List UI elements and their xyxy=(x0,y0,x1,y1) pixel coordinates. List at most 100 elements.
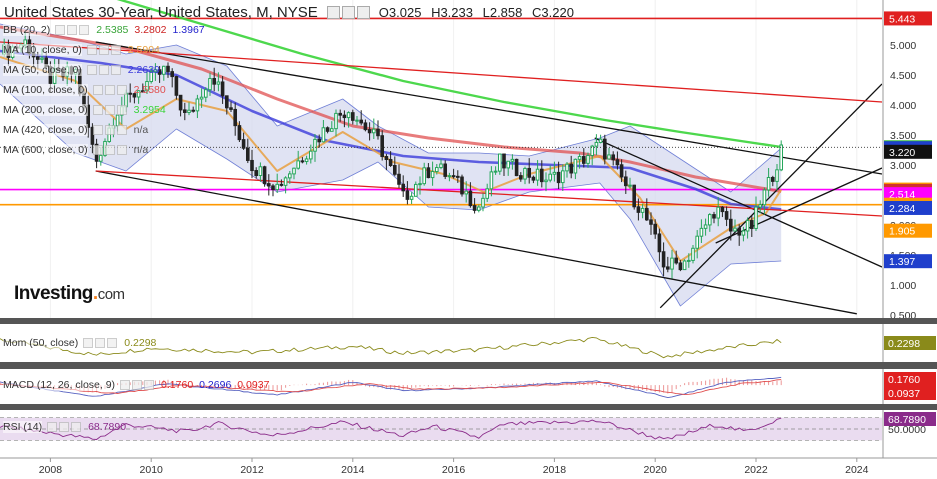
indicator-legend-row: MA (420, close, 0) n/a xyxy=(3,124,148,136)
candle xyxy=(586,152,590,168)
indicator-legend-buttons[interactable] xyxy=(54,24,90,36)
candle-body xyxy=(313,138,317,152)
candle xyxy=(279,179,284,187)
candle xyxy=(623,170,628,194)
price-label-bg xyxy=(884,200,932,215)
candle-body xyxy=(712,214,716,219)
price-label-bg xyxy=(884,223,932,238)
candle-body xyxy=(203,89,208,98)
title-settings-buttons[interactable] xyxy=(326,4,371,21)
candle-body xyxy=(497,153,502,172)
indicator-legend-buttons[interactable] xyxy=(86,44,122,56)
candle-body xyxy=(220,81,225,97)
price-label-5.443: 5.443 xyxy=(884,11,932,26)
x-tick-label: 2012 xyxy=(240,464,264,476)
candle xyxy=(229,101,233,113)
candle-body xyxy=(548,173,553,181)
indicator-legend-buttons[interactable] xyxy=(92,104,128,116)
candle-body xyxy=(254,170,259,177)
candle-body xyxy=(476,206,481,211)
candle xyxy=(657,228,662,262)
candle-body xyxy=(346,112,351,119)
candle xyxy=(636,198,641,221)
candle-body xyxy=(615,159,620,166)
rsi-value-label-bg xyxy=(884,412,936,426)
candle-body xyxy=(678,262,683,271)
x-tick-label: 2024 xyxy=(845,464,869,476)
candle xyxy=(661,242,666,277)
candle-body xyxy=(392,165,397,175)
macd-line xyxy=(0,376,782,398)
macd-signal-line xyxy=(0,379,782,396)
candle xyxy=(208,72,212,96)
y-tick-label: 4.000 xyxy=(890,100,916,112)
macd-legend-buttons[interactable] xyxy=(119,379,155,391)
candle xyxy=(770,175,775,187)
candle-body xyxy=(199,96,204,100)
candle xyxy=(363,119,368,132)
candle xyxy=(762,187,767,215)
candle-body xyxy=(695,235,700,249)
candle-body xyxy=(300,160,305,163)
candle xyxy=(392,156,397,177)
indicator-legend-buttons[interactable] xyxy=(92,124,128,136)
indicator-legend-row: MA (100, close, 0) 2.5580 xyxy=(3,84,166,96)
price-label-bg xyxy=(884,144,932,159)
indicator-legend-buttons[interactable] xyxy=(86,64,122,76)
candle-body xyxy=(762,189,767,206)
price-label-1.905: 1.905 xyxy=(884,223,932,238)
indicator-legend-buttons[interactable] xyxy=(92,84,128,96)
candle xyxy=(271,183,275,197)
candle-body xyxy=(212,78,217,85)
candle xyxy=(640,203,645,219)
y-tick-label: 5.000 xyxy=(890,40,916,52)
candle xyxy=(577,153,582,169)
rsi-legend-buttons[interactable] xyxy=(46,421,82,433)
candle xyxy=(455,170,460,183)
rsi-value-label-text: 68.7890 xyxy=(888,414,926,426)
candle xyxy=(716,197,721,227)
candle xyxy=(481,193,485,212)
candle xyxy=(397,164,401,189)
macd-value-labels: 0.1760 0.0937 xyxy=(884,372,936,400)
candle xyxy=(325,126,330,134)
candle xyxy=(132,93,137,104)
candle-body xyxy=(388,159,393,167)
price-label-text: 2.284 xyxy=(889,203,915,215)
candle-body xyxy=(464,190,469,195)
candle-body xyxy=(699,227,704,237)
indicator-legend-buttons[interactable] xyxy=(92,144,128,156)
eye-icon[interactable] xyxy=(326,6,340,20)
candle xyxy=(342,110,347,128)
candle xyxy=(422,162,427,186)
candle xyxy=(220,76,225,104)
candle-body xyxy=(674,257,679,264)
trend-line-3 xyxy=(594,137,882,268)
candle-body xyxy=(485,188,490,199)
candle xyxy=(649,212,653,235)
candle-body xyxy=(363,122,368,131)
gear-icon[interactable] xyxy=(341,6,355,20)
candle xyxy=(199,88,204,108)
x-tick-label: 2018 xyxy=(543,464,567,476)
candle xyxy=(245,138,250,164)
candle-body xyxy=(216,81,221,85)
mom-legend-buttons[interactable] xyxy=(82,337,118,349)
candle-body xyxy=(329,128,334,132)
candle-body xyxy=(258,166,263,177)
y-tick-label: 3.500 xyxy=(890,130,916,142)
candle-body xyxy=(245,147,250,161)
close-icon[interactable] xyxy=(356,6,370,20)
candle-body xyxy=(556,171,561,184)
bollinger-upper xyxy=(0,23,782,193)
x-tick-label: 2014 xyxy=(341,464,365,476)
candle-body xyxy=(40,57,44,60)
candle xyxy=(334,109,338,137)
candle xyxy=(565,162,569,178)
indicator-legend-name: BB (20, 2) xyxy=(3,24,51,36)
candle xyxy=(569,155,574,179)
candle xyxy=(476,204,481,213)
candle xyxy=(237,121,242,142)
